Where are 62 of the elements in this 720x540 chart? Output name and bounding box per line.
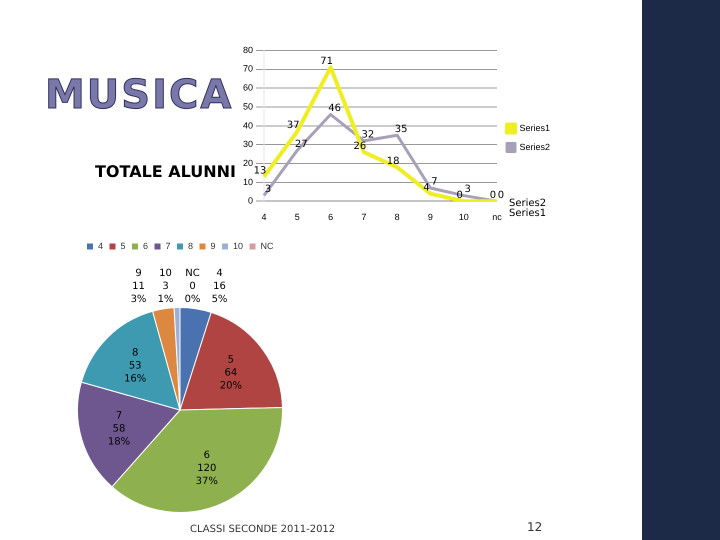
text: 0 0% (184, 281, 200, 306)
data-label: 3 (264, 184, 272, 196)
legend-label: 6 (142, 240, 148, 251)
data-label: 64 20% (220, 368, 242, 392)
data-label: 3 1% (158, 281, 174, 306)
legend-label: Series1 (519, 122, 550, 133)
data-label: 46 (328, 103, 341, 114)
y-tick-label: 70 (242, 64, 254, 74)
data-label: 13 (254, 165, 266, 176)
legend-label: NC (260, 240, 274, 251)
x-tick-label: 8 (394, 212, 400, 222)
legend-label: 10 (233, 240, 244, 251)
legend-label: Series2 (519, 142, 550, 152)
data-label: 0 (490, 190, 496, 201)
slice-label: 5 (228, 354, 234, 366)
x-tick-label: nc (492, 212, 502, 222)
x-tick-label: 9 (428, 212, 433, 222)
data-label: 71 (320, 56, 333, 67)
y-tick-label: 80 (242, 44, 254, 55)
data-label: 16 5% (212, 281, 228, 306)
text: MUSICA (45, 72, 234, 118)
slice-label: 9 (135, 268, 142, 280)
slice-label: 4 (216, 268, 223, 280)
data-label: 0 (498, 190, 504, 201)
data-label: 37 (286, 120, 300, 132)
y-tick-label: 60 (242, 82, 254, 93)
data-label: 53 16% (124, 360, 146, 385)
text: CLASSI SECONDE 2011-2012 (190, 524, 336, 535)
legend-label: 7 (165, 240, 171, 251)
legend-label: 9 (210, 240, 216, 251)
legend-label: 8 (188, 240, 194, 251)
slice-label: 10 (159, 268, 172, 280)
data-label: 120 37% (196, 463, 218, 488)
y-tick-label: 50 (242, 101, 254, 112)
legend-label: 5 (120, 240, 126, 251)
slice-label: 8 (132, 348, 138, 359)
x-tick-label: 5 (294, 212, 300, 222)
data-label: 11 3% (130, 281, 146, 306)
x-tick-label: 10 (458, 212, 469, 222)
y-tick-label: 0 (248, 196, 254, 206)
data-label: 35 (394, 124, 408, 135)
data-label: 32 (361, 129, 374, 140)
y-tick-label: 40 (242, 120, 254, 130)
text: Series2 (508, 198, 546, 209)
x-tick-label: 4 (262, 212, 267, 222)
x-tick-label: 7 (361, 212, 366, 222)
data-label: 27 (294, 138, 308, 150)
y-tick-label: 10 (242, 176, 254, 187)
slice-label: 7 (116, 410, 122, 422)
legend-label: 4 (98, 240, 103, 251)
data-label: 7 (431, 176, 438, 188)
chart-title: TOTALE ALUNNI (95, 162, 236, 181)
y-tick-label: 30 (242, 139, 254, 150)
category-label: NC (185, 268, 200, 280)
text: 12 (527, 520, 542, 534)
slice-label: 6 (204, 450, 210, 462)
data-label: 58 18% (108, 423, 130, 448)
text: Series1 (508, 208, 546, 219)
data-label: 0 (456, 190, 463, 201)
y-tick-label: 20 (242, 158, 254, 168)
data-label: 3 (464, 184, 471, 196)
x-tick-label: 6 (328, 212, 334, 222)
